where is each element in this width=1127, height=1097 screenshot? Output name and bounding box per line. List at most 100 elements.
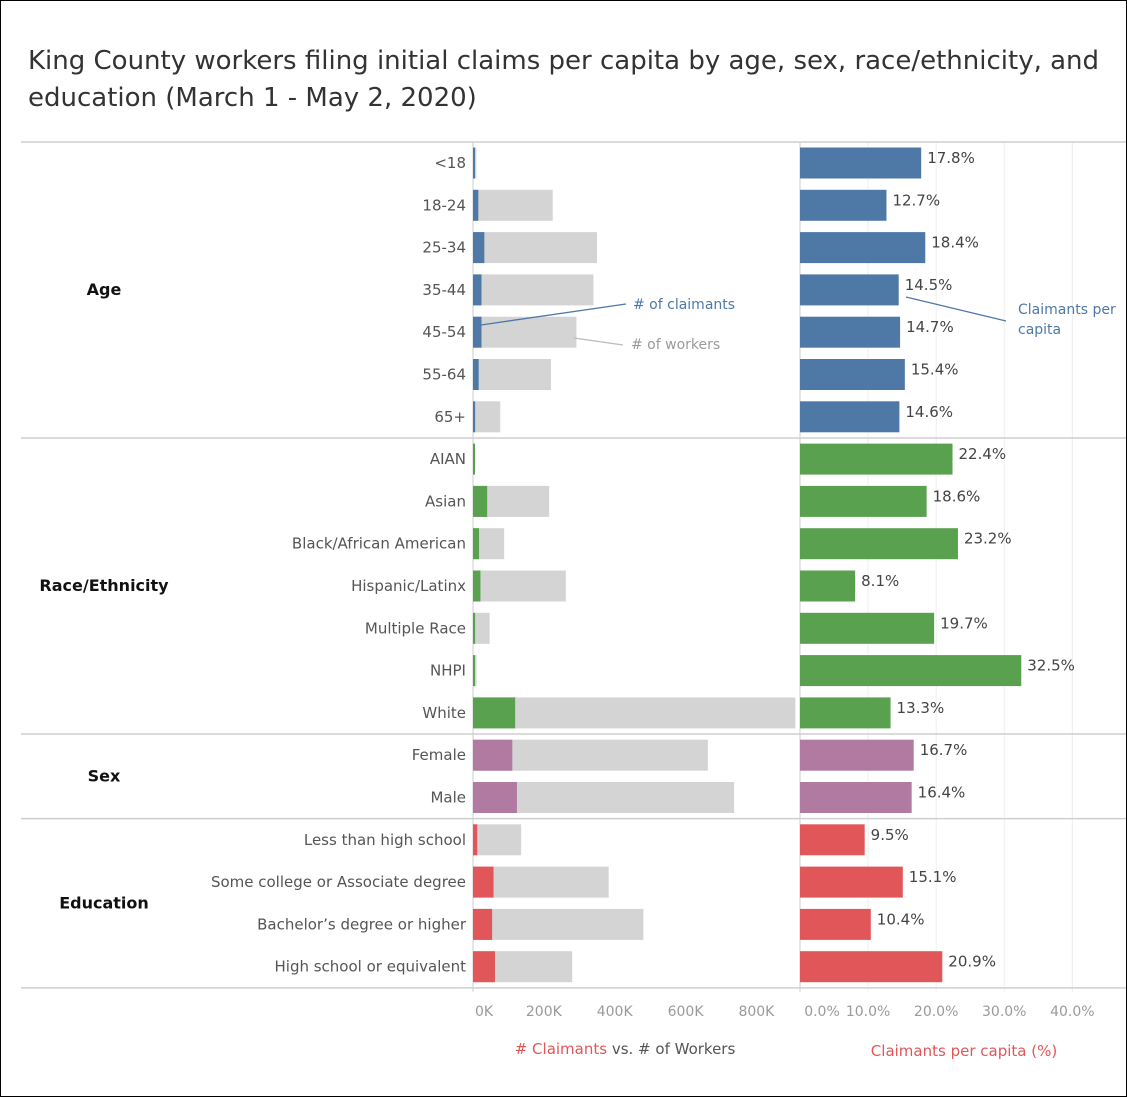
workers-bar [473, 189, 553, 221]
claimants-bar [473, 570, 481, 602]
per-capita-value-label: 32.5% [1027, 657, 1075, 675]
per-capita-value-label: 8.1% [861, 572, 899, 590]
group-label: Age [87, 280, 122, 299]
category-label: AIAN [430, 450, 466, 468]
category-label: 25-34 [422, 239, 466, 257]
left-axis-title: # Claimants vs. # of Workers [515, 1040, 736, 1058]
per-capita-value-label: 22.4% [959, 445, 1007, 463]
per-capita-value-label: 16.4% [918, 784, 966, 802]
claimants-bar [473, 866, 494, 898]
category-label: High school or equivalent [275, 958, 467, 976]
claimants-annotation: # of claimants [633, 297, 735, 313]
per-capita-bar [800, 782, 912, 813]
claimants-bar [473, 401, 476, 433]
workers-bar [473, 359, 551, 390]
per-capita-value-label: 13.3% [897, 699, 945, 717]
category-label: 35-44 [422, 281, 466, 299]
category-label: 65+ [434, 408, 466, 426]
claimants-bar [473, 824, 478, 856]
per-capita-bar [800, 485, 927, 517]
workers-bar [473, 570, 566, 602]
workers-annotation: # of workers [631, 337, 720, 353]
per-capita-bar [800, 232, 926, 264]
per-capita-bar [800, 274, 899, 306]
workers-bar [473, 612, 490, 644]
right-axis-tick-label: 0.0% [804, 1004, 840, 1020]
per-capita-bar [800, 528, 958, 560]
group-label: Education [59, 893, 149, 912]
category-label: <18 [434, 154, 466, 172]
per-capita-bar [800, 359, 905, 390]
claimants-annotation-line [480, 303, 627, 326]
claimants-bar [473, 316, 482, 348]
category-label: Less than high school [304, 831, 466, 849]
right-axis-tick-label: 20.0% [914, 1004, 958, 1020]
category-label: Bachelor’s degree or higher [257, 915, 467, 933]
per-capita-value-label: 20.9% [948, 953, 996, 971]
per-capita-bar [800, 655, 1022, 687]
per-capita-value-label: 14.7% [906, 318, 954, 336]
claimants-bar [473, 528, 480, 560]
per-capita-bar [800, 316, 901, 348]
per-capita-value-label: 18.4% [931, 234, 979, 252]
per-capita-bar [800, 697, 891, 729]
category-label: Some college or Associate degree [211, 873, 466, 891]
claimants-bar [473, 739, 513, 771]
right-axis-tick-label: 30.0% [982, 1004, 1026, 1020]
claimants-bar [473, 612, 476, 644]
left-axis-tick-label: 0K [475, 1004, 494, 1020]
workers-bar [473, 232, 597, 264]
per-capita-value-label: 19.7% [940, 614, 988, 632]
left-axis-tick-label: 600K [668, 1004, 705, 1020]
per-capita-bar [800, 951, 943, 983]
right-axis-tick-label: 40.0% [1050, 1004, 1094, 1020]
group-label: Race/Ethnicity [39, 576, 169, 595]
workers-bar [473, 866, 609, 898]
per-capita-bar [800, 443, 953, 475]
per-capita-bar [800, 147, 922, 179]
per-capita-bar [800, 189, 887, 221]
per-capita-value-label: 23.2% [964, 530, 1012, 548]
left-axis-title-workers: vs. # of Workers [607, 1040, 735, 1058]
category-label: NHPI [430, 662, 466, 680]
category-label: Black/African American [292, 535, 466, 553]
claimants-bar [473, 782, 517, 813]
category-label: Male [430, 789, 466, 807]
category-label: 18-24 [422, 196, 466, 214]
left-axis-tick-label: 200K [526, 1004, 563, 1020]
workers-bar [473, 316, 577, 348]
per-capita-value-label: 17.8% [927, 149, 975, 167]
claimants-bar [473, 232, 485, 264]
left-axis-tick-label: 800K [738, 1004, 775, 1020]
chart-title: King County workers filing initial claim… [28, 46, 1100, 113]
workers-bar [473, 908, 644, 940]
claimants-bar [473, 189, 479, 221]
left-axis-title-claimants: # Claimants [515, 1040, 608, 1058]
per-capita-value-label: 15.1% [909, 868, 957, 886]
per-capita-bar [800, 401, 900, 433]
category-label: Asian [425, 492, 466, 510]
per-capita-value-label: 16.7% [920, 741, 968, 759]
claimants-bar [473, 655, 475, 687]
per-capita-bar [800, 866, 903, 898]
per-capita-annotation-line2: capita [1018, 322, 1061, 338]
claimants-bar [473, 485, 488, 517]
per-capita-value-label: 12.7% [892, 191, 940, 209]
per-capita-bar [800, 612, 935, 644]
claimants-bar [473, 697, 516, 729]
workers-bar [473, 401, 501, 433]
claimants-bar [473, 443, 475, 475]
claimants-bar [473, 908, 493, 940]
per-capita-value-label: 18.6% [933, 487, 981, 505]
group-label: Sex [88, 766, 121, 785]
left-axis-tick-label: 400K [597, 1004, 634, 1020]
right-axis-title: Claimants per capita (%) [871, 1042, 1057, 1060]
per-capita-value-label: 9.5% [871, 826, 909, 844]
workers-bar [473, 274, 594, 306]
workers-annotation-line [573, 337, 624, 346]
claimants-bar [473, 359, 479, 390]
category-label: Multiple Race [365, 619, 466, 637]
claimants-bar [473, 147, 475, 179]
per-capita-bar [800, 739, 914, 771]
